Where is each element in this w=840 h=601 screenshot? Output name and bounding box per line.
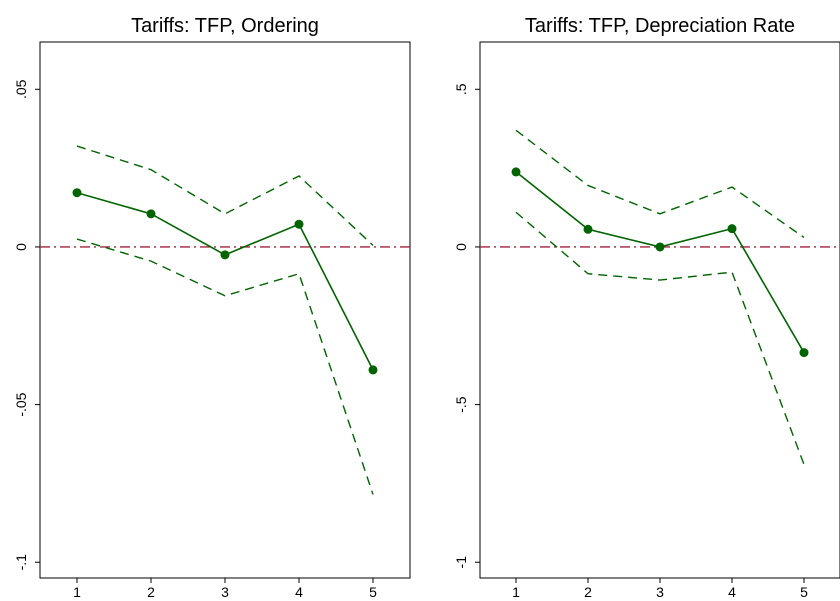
estimate-point — [368, 365, 378, 375]
y-tick-label: .05 — [13, 79, 29, 99]
lower-confidence-line — [515, 211, 805, 465]
panel-depreciation-rate: Tariffs: TFP, Depreciation Rate .5 0 -.5 -1 1… — [453, 15, 840, 600]
estimate-line — [76, 191, 374, 371]
panel-ordering: Tariffs: TFP, Ordering .05 0 -.05 -.1 1 2 3 4 5 — [13, 15, 411, 600]
estimate-point — [511, 167, 521, 177]
x-tick-label: 3 — [221, 584, 229, 600]
chart-title: Tariffs: TFP, Depreciation Rate — [525, 15, 795, 37]
chart-title: Tariffs: TFP, Ordering — [131, 15, 319, 37]
estimate-line — [515, 171, 805, 353]
y-tick-label: 0 — [13, 243, 29, 251]
x-tick-label: 1 — [512, 584, 520, 600]
x-tick-label: 2 — [147, 584, 155, 600]
upper-confidence-line — [515, 129, 805, 239]
estimate-point — [583, 224, 593, 234]
estimate-point — [655, 242, 665, 252]
upper-confidence-line — [76, 145, 374, 246]
y-tick-label: 0 — [453, 243, 469, 251]
y-tick-label: -.1 — [13, 554, 29, 571]
y-tick-label: -.5 — [453, 396, 469, 413]
estimate-point — [72, 188, 82, 198]
x-tick-label: 2 — [584, 584, 592, 600]
x-tick-label: 3 — [656, 584, 664, 600]
plot-frame — [479, 41, 840, 579]
x-tick-label: 4 — [728, 584, 736, 600]
x-tick-label: 5 — [369, 584, 377, 600]
x-tick-label: 4 — [295, 584, 303, 600]
estimate-point — [727, 224, 737, 234]
estimate-point — [146, 209, 156, 219]
y-tick-label: -1 — [453, 556, 469, 569]
y-tick-label: -.05 — [13, 392, 29, 416]
y-tick-label: .5 — [453, 83, 469, 95]
estimate-point — [294, 219, 304, 229]
estimate-point — [220, 250, 230, 260]
lower-confidence-line — [76, 238, 374, 495]
plot-frame — [39, 41, 411, 579]
estimate-point — [799, 348, 809, 358]
x-tick-label: 5 — [800, 584, 808, 600]
x-tick-label: 1 — [73, 584, 81, 600]
